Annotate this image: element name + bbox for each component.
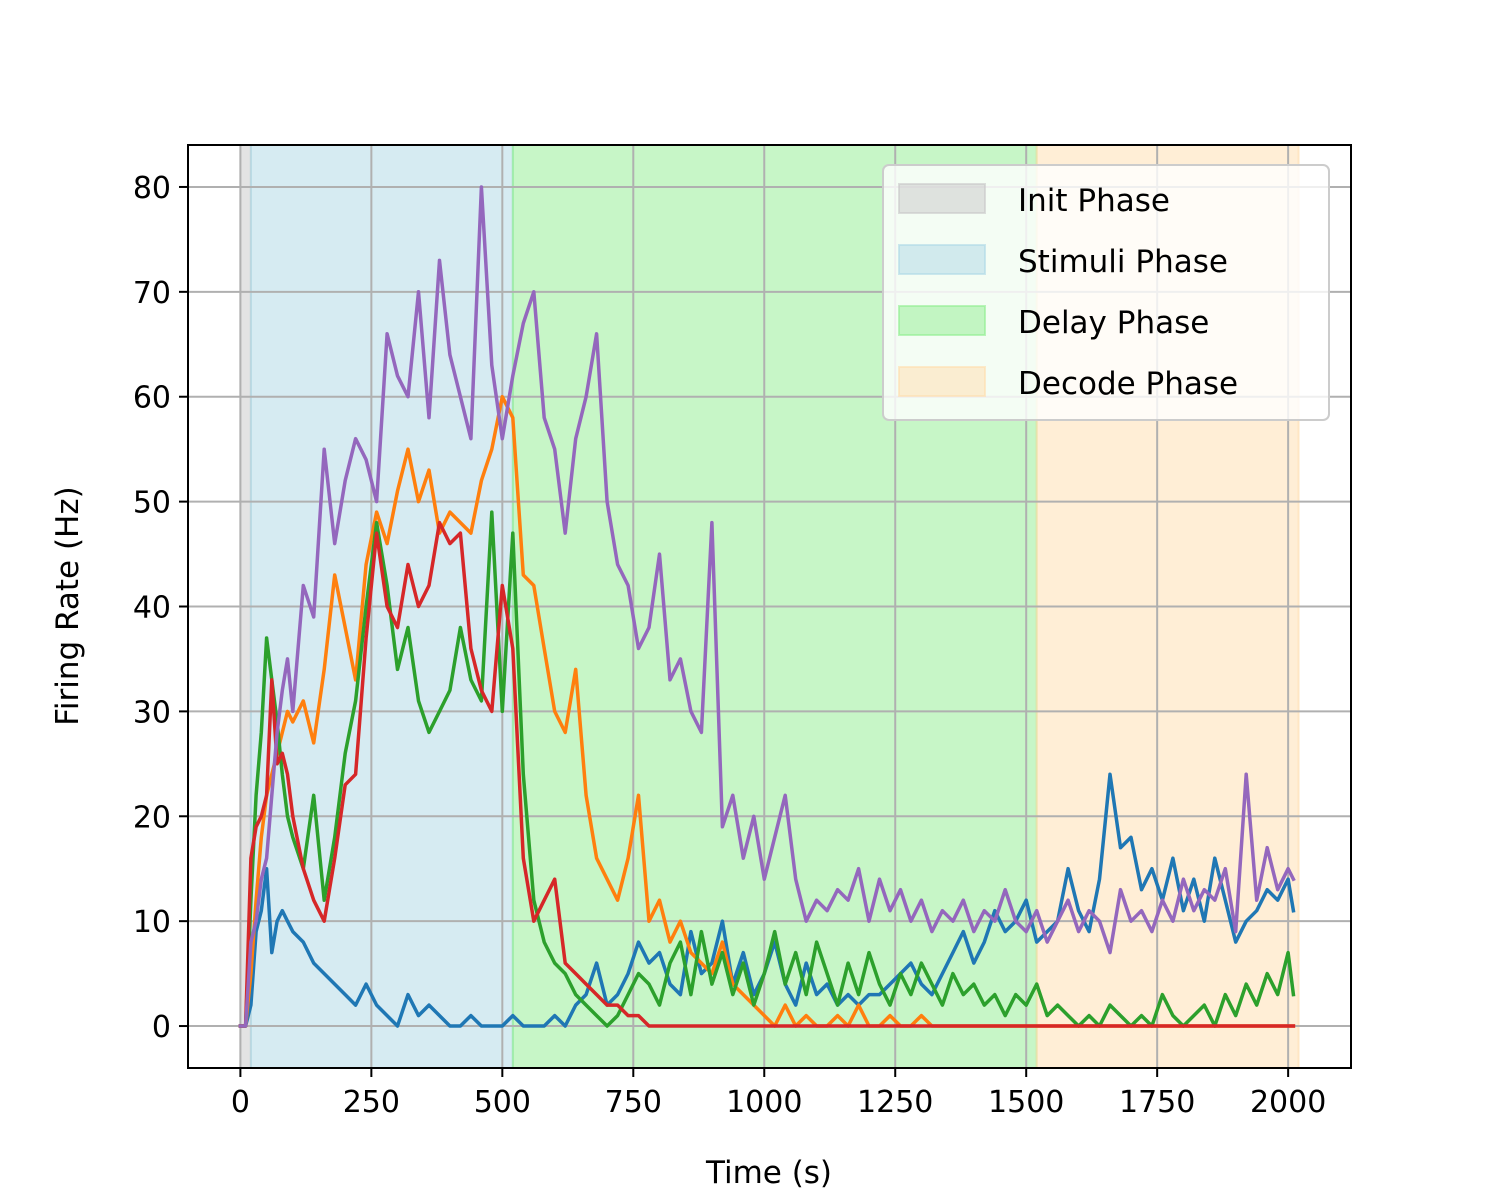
legend-swatch-4 [898,366,986,397]
y-tick-label: 50 [133,486,171,521]
legend-items: Init Phase Stimuli Phase Delay Phase Decode… [898,183,1238,402]
y-axis-ticks: 0 10 20 30 40 50 60 70 80 [133,171,188,1045]
legend-label-2: Stimuli Phase [1018,244,1228,280]
x-tick-label: 1250 [857,1085,933,1120]
x-axis-ticks: 0 250 500 750 1000 1250 1500 1750 2000 [231,1068,1326,1120]
legend-label-1: Init Phase [1018,183,1170,219]
y-tick-label: 40 [133,591,171,626]
x-tick-label: 2000 [1250,1085,1326,1120]
x-tick-label: 1750 [1119,1085,1195,1120]
y-tick-label: 30 [133,695,171,730]
y-tick-label: 0 [152,1010,171,1045]
series-line-5 [238,185,1296,1028]
series-line-1 [238,772,1296,1028]
legend-label-4: Decode Phase [1018,366,1238,402]
legend-label-3: Delay Phase [1018,305,1209,341]
legend: Init Phase Stimuli Phase Delay Phase Decode… [882,164,1330,421]
x-tick-label: 750 [605,1085,662,1120]
legend-swatch-2 [898,244,986,275]
x-tick-label: 1000 [726,1085,802,1120]
legend-swatch-1 [898,183,986,214]
x-tick-label: 500 [474,1085,531,1120]
legend-box [882,164,1330,421]
y-tick-label: 20 [133,800,171,835]
x-tick-label: 1500 [988,1085,1064,1120]
series-lines [238,185,1296,1028]
y-tick-label: 80 [133,171,171,206]
y-tick-label: 10 [133,905,171,940]
y-tick-label: 60 [133,381,171,416]
y-axis-label: Firing Rate (Hz) [50,486,86,725]
x-tick-label: 0 [231,1085,250,1120]
x-axis-label: Time (s) [705,1155,832,1191]
x-tick-label: 250 [343,1085,400,1120]
series-line-4 [238,520,1296,1028]
y-tick-label: 70 [133,276,171,311]
legend-swatch-3 [898,305,986,336]
